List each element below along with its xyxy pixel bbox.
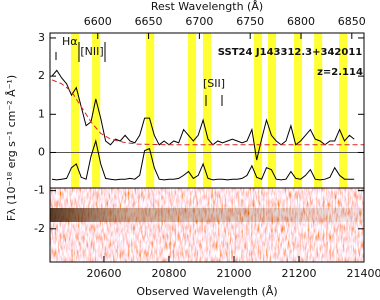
sky-line — [146, 33, 155, 188]
sky-bands — [70, 33, 348, 188]
x-axis-label: Observed Wavelength (Å) — [136, 285, 277, 298]
sky-line — [339, 33, 348, 188]
sky-line — [253, 33, 263, 188]
y-tick-label: 2 — [38, 69, 45, 82]
2d-trace — [50, 208, 364, 222]
y-tick-label: 1 — [38, 107, 45, 120]
x-tick-label: 21200 — [281, 267, 316, 280]
y-tick-label: 3 — [38, 31, 45, 44]
x-tick-label: 21400 — [347, 267, 380, 280]
sky-line — [187, 33, 197, 188]
y-tick-label: -2 — [34, 222, 45, 235]
lines — [50, 69, 364, 181]
x-tick-label: 21000 — [216, 267, 251, 280]
sky-line — [92, 33, 101, 188]
y-axis-label: Fλ (10⁻¹⁸ erg s⁻¹ cm⁻² Å⁻¹) — [5, 75, 18, 221]
spectrum-line — [51, 139, 355, 181]
redshift: z=2.114 — [317, 67, 363, 78]
plot-frame — [49, 32, 365, 263]
top-tick-label: 6850 — [338, 15, 366, 28]
annotation: Hα — [62, 35, 78, 48]
sky-line — [267, 33, 277, 188]
top-axis-label: Rest Wavelength (Å) — [151, 0, 263, 13]
axes: 20600 20800 21000 21200 21400 6600 6650 6700 675… — [34, 15, 380, 280]
x-tick-label: 20600 — [86, 267, 121, 280]
y-tick-label: -1 — [34, 184, 45, 197]
top-tick-label: 6650 — [135, 15, 163, 28]
sky-line — [70, 33, 80, 188]
sky-line — [202, 33, 212, 188]
top-tick-label: 6800 — [287, 15, 315, 28]
annotation: [SII] — [203, 77, 225, 90]
spectrum-line — [51, 69, 355, 161]
object-name: SST24 J143312.3+342011 — [218, 47, 363, 58]
top-tick-label: 6750 — [236, 15, 264, 28]
annotation: [NII] — [80, 45, 103, 58]
2d-spectrum — [50, 188, 364, 262]
sky-line — [293, 33, 303, 188]
y-tick-label: 0 — [38, 145, 45, 158]
spectrum-line — [51, 79, 364, 146]
top-tick-label: 6700 — [185, 15, 213, 28]
line-markers — [55, 42, 223, 106]
x-tick-label: 20800 — [151, 267, 186, 280]
sky-line — [314, 33, 323, 188]
top-tick-label: 6600 — [84, 15, 112, 28]
